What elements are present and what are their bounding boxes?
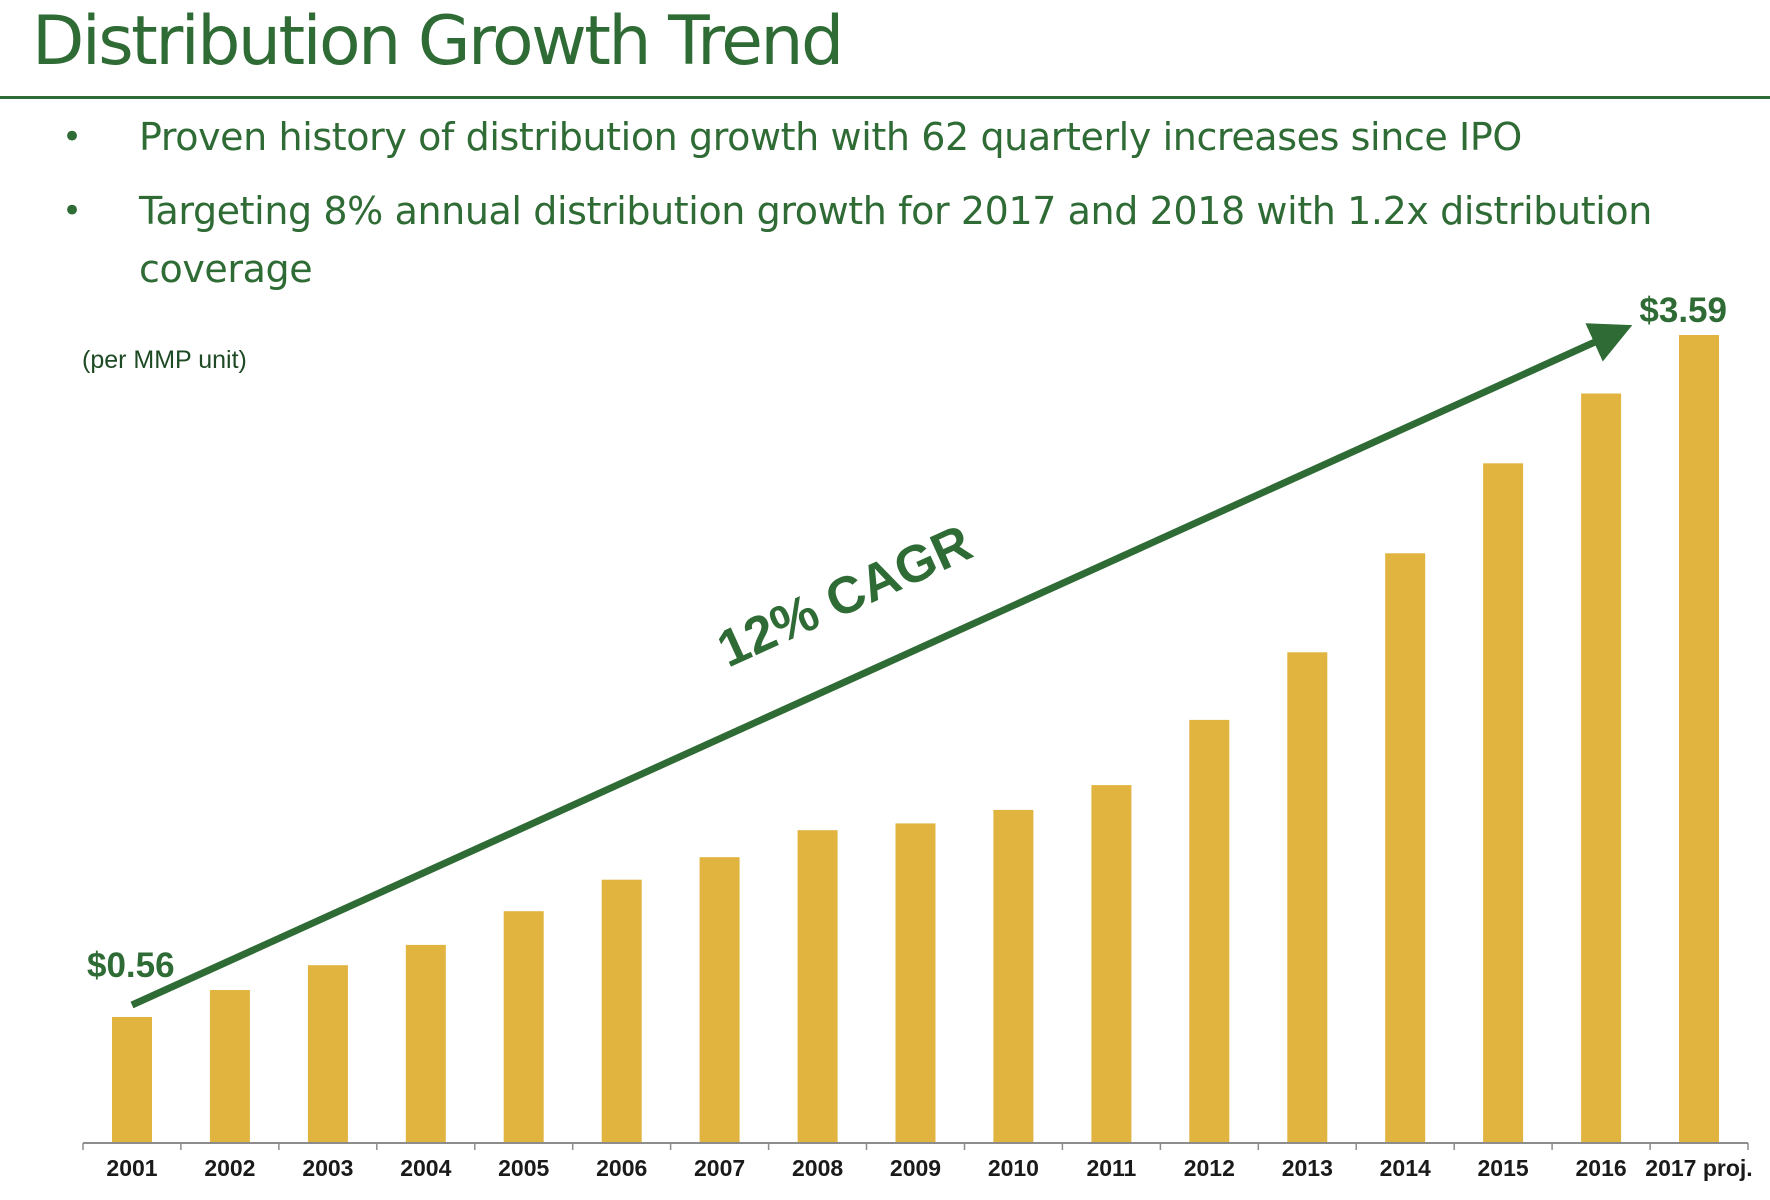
x-tick-label: 2016	[1576, 1155, 1627, 1181]
x-tick-label: 2007	[694, 1155, 745, 1181]
unit-note: (per MMP unit)	[82, 346, 247, 374]
x-tick-label: 2013	[1282, 1155, 1333, 1181]
bullet-text: Targeting 8% annual distribution growth …	[139, 189, 1652, 291]
bar-2010	[993, 809, 1034, 1143]
bar-2017-proj	[1679, 335, 1719, 1143]
bar-2011	[1091, 785, 1132, 1143]
x-tick-label: 2015	[1478, 1155, 1529, 1181]
bar-2002	[209, 990, 250, 1143]
x-tick-label: 2006	[596, 1155, 647, 1181]
bar-2004	[405, 944, 446, 1143]
bullet-dot-icon: •	[62, 117, 82, 157]
x-tick-label: 2004	[400, 1155, 451, 1181]
x-tick-label: 2011	[1086, 1155, 1136, 1181]
bar-value-label: $3.59	[1639, 291, 1727, 330]
bar-2014	[1385, 553, 1426, 1143]
x-tick-label: 2001	[106, 1155, 157, 1181]
bullet-dot-icon: •	[62, 191, 82, 231]
x-tick-label: 2012	[1184, 1155, 1235, 1181]
x-tick-label: 2009	[890, 1155, 941, 1181]
bar-value-label: $0.56	[87, 946, 175, 985]
x-axis-tick-labels: 2001 2002 2003 2004 2005 2006 2007 2008 2009 2010…	[106, 1155, 1752, 1181]
x-tick-label: 2005	[498, 1155, 549, 1181]
bar-value-labels: $0.56 $3.59	[87, 291, 1727, 985]
bullet-text: Proven history of distribution growth wi…	[139, 115, 1522, 159]
bar-2005	[503, 911, 544, 1143]
x-tick-label: 2014	[1380, 1155, 1431, 1181]
bar-2008	[797, 830, 838, 1143]
bar-2007	[699, 857, 740, 1143]
cagr-annotation: 12% CAGR	[709, 514, 980, 679]
x-axis-ticks	[82, 1143, 1749, 1150]
bar-series	[112, 335, 1719, 1143]
bar-2003	[307, 965, 348, 1143]
bar-2015	[1483, 463, 1524, 1143]
x-tick-label: 2002	[204, 1155, 255, 1181]
bar-2016	[1581, 393, 1622, 1143]
bar-2001	[112, 1017, 152, 1143]
page-title: Distribution Growth Trend	[32, 2, 844, 81]
x-tick-label: 2008	[792, 1155, 843, 1181]
bar-2013	[1287, 652, 1328, 1143]
x-tick-label: 2017 proj.	[1645, 1155, 1752, 1181]
bar-2012	[1189, 719, 1230, 1143]
x-tick-label: 2003	[302, 1155, 353, 1181]
bar-2009	[895, 823, 936, 1143]
title-divider	[0, 96, 1770, 99]
bar-2006	[601, 879, 642, 1143]
x-tick-label: 2010	[988, 1155, 1039, 1181]
cagr-trend-arrow	[130, 323, 1633, 1009]
